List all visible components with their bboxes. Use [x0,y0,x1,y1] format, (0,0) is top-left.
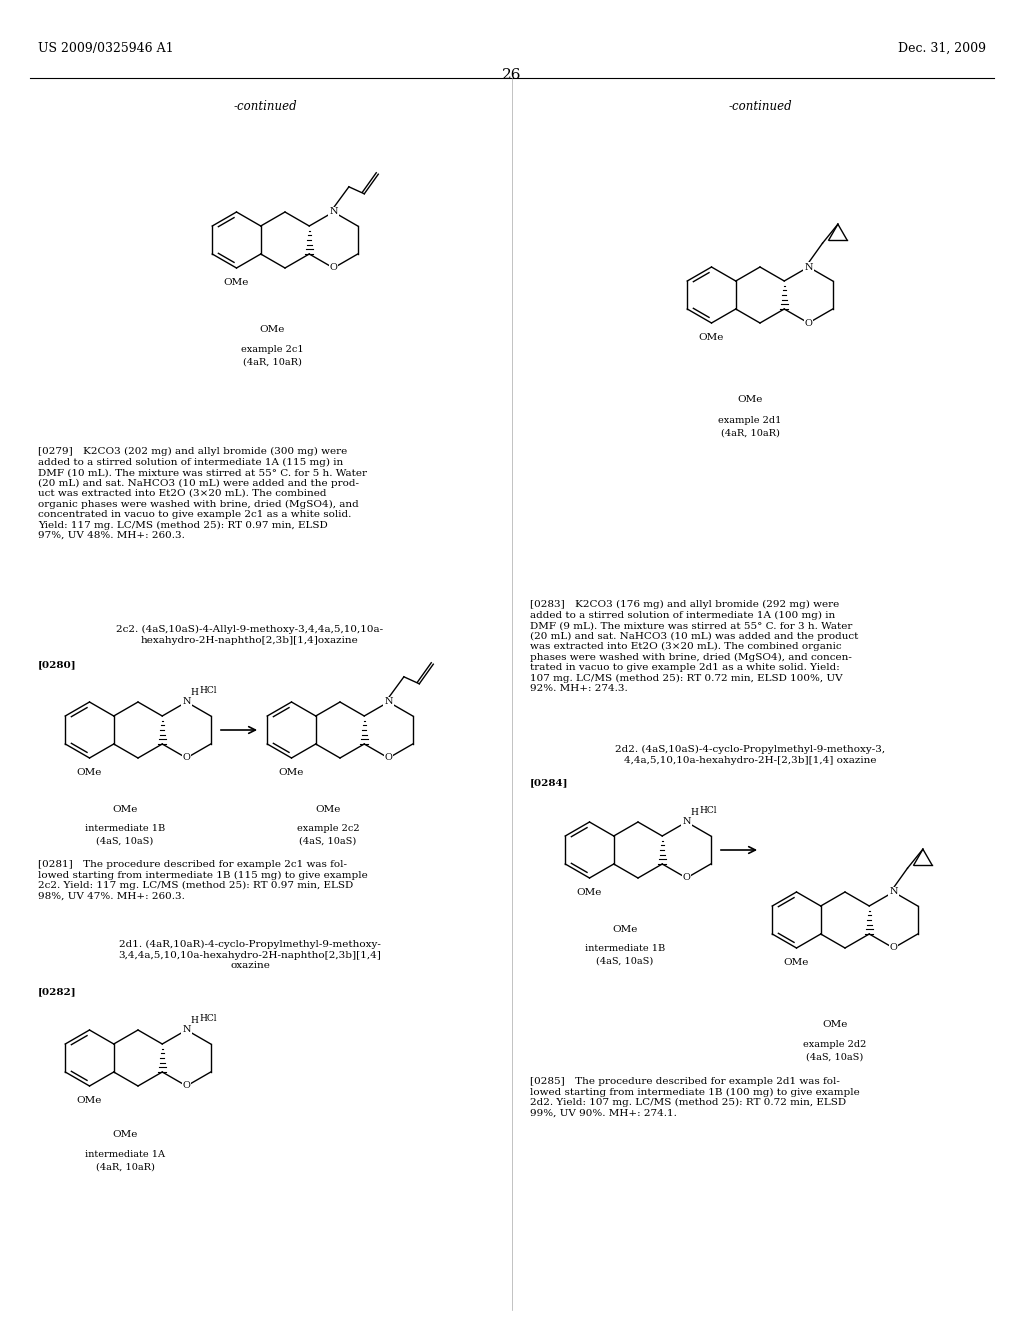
Text: OMe: OMe [113,1130,137,1139]
Text: HCl: HCl [200,1014,217,1023]
Text: intermediate 1B: intermediate 1B [585,944,666,953]
Text: (4aS, 10aS): (4aS, 10aS) [806,1053,863,1063]
Text: OMe: OMe [783,958,809,966]
Text: H: H [690,808,698,817]
Text: HCl: HCl [699,807,717,814]
Text: HCl: HCl [200,686,217,696]
Text: [0285] The procedure described for example 2d1 was fol-
lowed starting from inte: [0285] The procedure described for examp… [530,1077,860,1118]
Text: -continued: -continued [233,100,297,114]
Text: [0280]: [0280] [38,660,77,669]
Text: H: H [190,1016,199,1026]
Text: O: O [805,318,812,327]
Text: O: O [182,754,190,763]
Text: (4aS, 10aS): (4aS, 10aS) [299,837,356,846]
Text: N: N [182,1026,190,1035]
Text: (4aR, 10aR): (4aR, 10aR) [243,358,301,367]
Text: [0281] The procedure described for example 2c1 was fol-
lowed starting from inte: [0281] The procedure described for examp… [38,861,368,900]
Text: N: N [804,263,813,272]
Text: Dec. 31, 2009: Dec. 31, 2009 [898,42,986,55]
Text: OMe: OMe [737,395,763,404]
Text: (4aS, 10aS): (4aS, 10aS) [596,957,653,966]
Text: OMe: OMe [698,333,724,342]
Text: 2d2. (4aS,10aS)-4-cyclo-Propylmethyl-9-methoxy-3,
4,4a,5,10,10a-hexahydro-2H-[2,: 2d2. (4aS,10aS)-4-cyclo-Propylmethyl-9-m… [615,744,885,764]
Text: N: N [889,887,898,896]
Text: intermediate 1B: intermediate 1B [85,824,165,833]
Text: O: O [683,874,690,883]
Text: H: H [190,688,199,697]
Text: OMe: OMe [259,325,285,334]
Text: O: O [385,754,392,763]
Text: 2d1. (4aR,10aR)-4-cyclo-Propylmethyl-9-methoxy-
3,4,4a,5,10,10a-hexahydro-2H-nap: 2d1. (4aR,10aR)-4-cyclo-Propylmethyl-9-m… [119,940,381,970]
Text: (4aR, 10aR): (4aR, 10aR) [95,1163,155,1172]
Text: 26: 26 [502,69,522,82]
Text: OMe: OMe [224,277,249,286]
Text: OMe: OMe [612,925,638,935]
Text: N: N [682,817,691,826]
Text: O: O [330,264,338,272]
Text: N: N [182,697,190,706]
Text: example 2c2: example 2c2 [297,824,359,833]
Text: US 2009/0325946 A1: US 2009/0325946 A1 [38,42,174,55]
Text: [0282]: [0282] [38,987,77,997]
Text: OMe: OMe [315,805,341,814]
Text: OMe: OMe [77,1096,102,1105]
Text: OMe: OMe [279,768,304,776]
Text: O: O [890,944,897,953]
Text: (4aR, 10aR): (4aR, 10aR) [721,429,779,438]
Text: -continued: -continued [728,100,792,114]
Text: N: N [330,207,338,216]
Text: OMe: OMe [113,805,137,814]
Text: N: N [384,697,393,706]
Text: O: O [182,1081,190,1090]
Text: (4aS, 10aS): (4aS, 10aS) [96,837,154,846]
Text: 2c2. (4aS,10aS)-4-Allyl-9-methoxy-3,4,4a,5,10,10a-
hexahydro-2H-naphtho[2,3b][1,: 2c2. (4aS,10aS)-4-Allyl-9-methoxy-3,4,4a… [117,624,384,644]
Text: [0279] K2CO3 (202 mg) and allyl bromide (300 mg) were
added to a stirred solutio: [0279] K2CO3 (202 mg) and allyl bromide … [38,447,367,540]
Text: example 2d1: example 2d1 [718,416,781,425]
Text: example 2c1: example 2c1 [241,345,303,354]
Text: OMe: OMe [77,768,102,776]
Text: OMe: OMe [822,1020,848,1030]
Text: example 2d2: example 2d2 [803,1040,866,1049]
Text: OMe: OMe [577,888,602,896]
Text: [0283] K2CO3 (176 mg) and allyl bromide (292 mg) were
added to a stirred solutio: [0283] K2CO3 (176 mg) and allyl bromide … [530,601,858,693]
Text: [0284]: [0284] [530,777,568,787]
Text: intermediate 1A: intermediate 1A [85,1150,165,1159]
